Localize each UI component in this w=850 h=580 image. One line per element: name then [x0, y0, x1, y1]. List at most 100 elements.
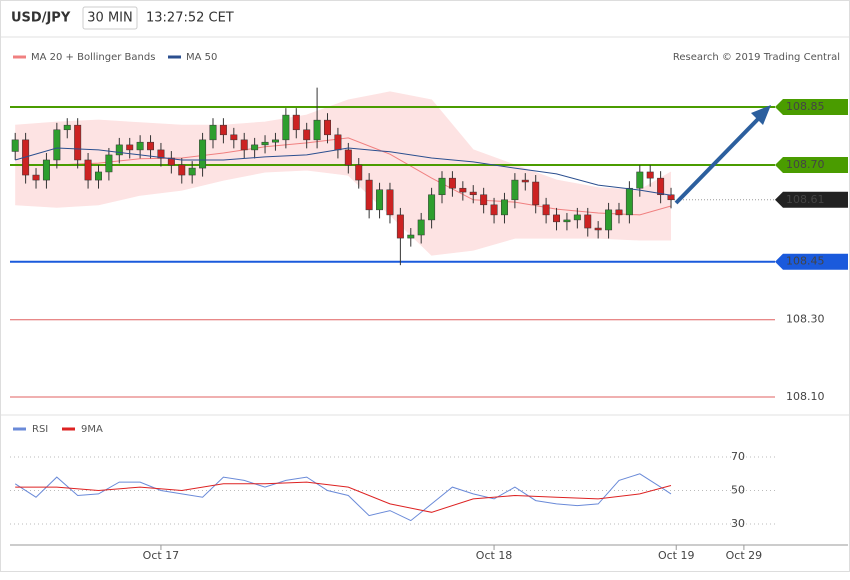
bollinger-upper [15, 91, 672, 191]
x-tick-label: Oct 18 [476, 549, 513, 562]
candle-body [459, 187, 467, 193]
candle-body [417, 219, 425, 236]
candle-body [344, 149, 352, 166]
y-tick-label: 70 [731, 450, 745, 463]
candle-body [563, 219, 571, 223]
candle-body [209, 124, 217, 141]
interval[interactable]: 30 MIN [87, 11, 132, 26]
x-tick-label: Oct 17 [143, 549, 180, 562]
candle-body [386, 189, 394, 216]
credit: Research © 2019 Trading Central [673, 52, 840, 63]
candle-body [63, 124, 71, 131]
legend-label: RSI [32, 424, 48, 435]
candle-body [469, 191, 477, 196]
candle-body [105, 154, 113, 173]
candle-body [428, 194, 436, 221]
interval-box[interactable] [82, 6, 138, 30]
target-arrow [674, 105, 771, 205]
candle-body [178, 164, 186, 176]
candle-body [334, 134, 342, 151]
candle-body [271, 139, 279, 143]
candle-body [625, 187, 633, 216]
candle-body [594, 227, 602, 231]
candle-body [376, 189, 384, 211]
level-label: 108.30 [786, 313, 825, 326]
candle-body [407, 234, 415, 239]
level-tag [775, 156, 848, 173]
legend-label: 9MA [81, 424, 103, 435]
candle-body [261, 141, 269, 146]
candle-body [167, 157, 175, 166]
ma20-line [15, 137, 672, 216]
candle-body [584, 214, 592, 229]
level-label: 108.10 [786, 390, 825, 403]
clock: 13:27:52 CET [146, 11, 234, 26]
symbol: USD/JPY [11, 11, 71, 26]
candle-body [32, 174, 40, 181]
candle-body [136, 141, 144, 151]
candle-body [573, 214, 581, 221]
candle-body [147, 141, 155, 151]
rsi-line [14, 473, 672, 522]
ma50-line [15, 147, 672, 196]
candle-body [115, 144, 123, 156]
x-tick-label: Oct 19 [658, 549, 695, 562]
rsi-line [15, 481, 672, 513]
candle-body [480, 194, 488, 206]
candle-body [303, 129, 311, 141]
candle-body [657, 177, 665, 196]
candle-body [188, 167, 196, 176]
level-label: 108.85 [786, 100, 825, 113]
legend-label: MA 20 + Bollinger Bands [31, 52, 155, 63]
candle-body [500, 199, 508, 216]
candle-body [313, 119, 321, 141]
candle-body [324, 119, 331, 136]
candle-body [490, 204, 498, 216]
candle-body [355, 164, 363, 181]
candle-body [646, 171, 654, 179]
y-tick-label: 50 [731, 484, 745, 497]
candle-body [282, 114, 290, 141]
candle-body [532, 181, 540, 206]
level-tag [775, 98, 848, 115]
candle-body [615, 209, 623, 216]
candle-body [42, 159, 50, 181]
candle-body [74, 124, 82, 161]
candle-body [84, 159, 92, 181]
x-tick-label: Oct 29 [726, 549, 763, 562]
bollinger-fill [15, 91, 671, 256]
level-label: 108.70 [786, 158, 825, 171]
bollinger-lower [15, 169, 671, 256]
candle-body [365, 179, 373, 211]
candle-body [636, 171, 644, 189]
candle-body [438, 177, 446, 196]
candle-body [521, 179, 529, 183]
candle-body [230, 134, 238, 141]
candle-body [396, 214, 404, 239]
level-tag [775, 191, 848, 208]
candle-body [11, 139, 19, 152]
candle-body [199, 139, 207, 169]
candle-body [219, 124, 227, 136]
candle-body [53, 129, 61, 161]
candle-body [553, 214, 560, 223]
candle-body [605, 209, 613, 231]
level-label: 108.61 [786, 193, 825, 206]
candle-body [126, 144, 134, 151]
candle-body [448, 177, 456, 189]
y-tick-label: 30 [731, 517, 745, 530]
legend-label: MA 50 [186, 52, 217, 63]
candle-body [292, 114, 300, 131]
candle-body [511, 179, 519, 201]
level-tag [775, 253, 848, 270]
candle-body [157, 149, 165, 159]
arrow-head [751, 105, 771, 125]
candle-body [667, 194, 675, 201]
candle-body [240, 139, 248, 151]
arrow-shaft [674, 115, 762, 205]
candle-body [95, 171, 102, 181]
level-label: 108.45 [786, 255, 825, 268]
candle-body [542, 204, 550, 216]
